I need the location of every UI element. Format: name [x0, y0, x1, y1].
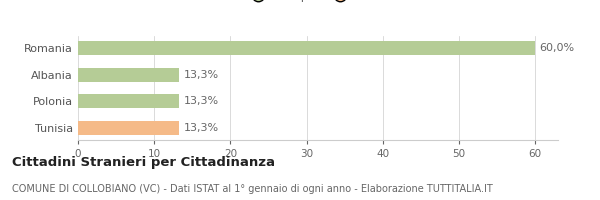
Bar: [78, 94, 179, 108]
Text: 60,0%: 60,0%: [540, 43, 575, 53]
Text: Cittadini Stranieri per Cittadinanza: Cittadini Stranieri per Cittadinanza: [12, 156, 275, 169]
Text: COMUNE DI COLLOBIANO (VC) - Dati ISTAT al 1° gennaio di ogni anno - Elaborazione: COMUNE DI COLLOBIANO (VC) - Dati ISTAT a…: [12, 184, 493, 194]
Text: 13,3%: 13,3%: [184, 123, 219, 133]
Legend: Europa, Africa: Europa, Africa: [241, 0, 395, 7]
Text: 13,3%: 13,3%: [184, 70, 219, 80]
Bar: [78, 41, 535, 55]
Bar: [78, 121, 179, 135]
Text: 13,3%: 13,3%: [184, 96, 219, 106]
Bar: [78, 68, 179, 82]
